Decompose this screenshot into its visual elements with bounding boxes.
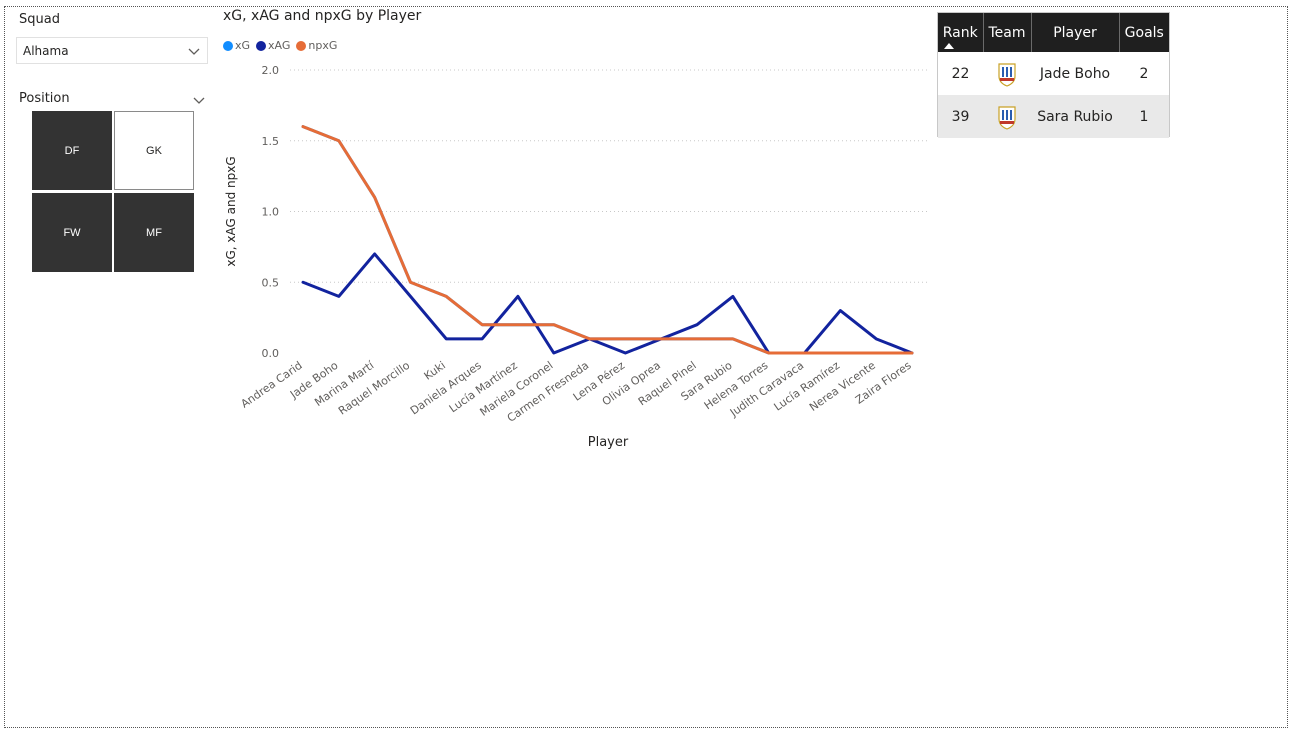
series-line-xag bbox=[301, 252, 914, 355]
legend-item-xag[interactable]: xAG bbox=[256, 39, 290, 52]
y-tick-label: 1.5 bbox=[262, 135, 280, 148]
cell-player: Sara Rubio bbox=[1031, 95, 1119, 138]
x-tick-label: Kuki bbox=[422, 359, 448, 383]
x-axis-title: Player bbox=[588, 435, 629, 450]
chevron-down-icon[interactable] bbox=[192, 93, 206, 107]
squad-slicer-label: Squad bbox=[19, 12, 60, 27]
scorers-table-grid: Rank Team Player Goals 22 bbox=[938, 13, 1169, 138]
header-player[interactable]: Player bbox=[1031, 13, 1120, 52]
legend-label-xg: xG bbox=[235, 39, 251, 52]
legend-label-npxg: npxG bbox=[308, 39, 338, 52]
header-rank-label: Rank bbox=[942, 24, 978, 41]
cell-player: Jade Boho bbox=[1039, 65, 1111, 82]
table-header-row: Rank Team Player Goals bbox=[938, 13, 1169, 52]
position-tile-df[interactable]: DF bbox=[32, 111, 112, 190]
cell-goals: 2 bbox=[1139, 65, 1149, 82]
cell-rank: 39 bbox=[938, 95, 983, 138]
alhama-crest-icon bbox=[998, 105, 1016, 130]
sort-ascending-icon bbox=[944, 43, 954, 49]
series-line-npxg bbox=[301, 125, 914, 355]
cell-rank: 22 bbox=[951, 65, 970, 82]
y-tick-label: 0.5 bbox=[262, 276, 280, 289]
squad-dropdown[interactable]: Alhama bbox=[16, 37, 208, 64]
chart-legend: xG xAG npxG bbox=[223, 39, 337, 52]
cell-goals: 1 bbox=[1119, 95, 1169, 138]
y-axis-title: xG, xAG and npxG bbox=[224, 156, 238, 266]
y-tick-label: 1.0 bbox=[262, 206, 280, 219]
series-line-xg bbox=[301, 125, 914, 355]
legend-label-xag: xAG bbox=[268, 39, 291, 52]
table-row[interactable]: 39 Sara Rubio 1 bbox=[938, 95, 1169, 138]
squad-selected-value: Alhama bbox=[23, 44, 69, 58]
position-tile-fw[interactable]: FW bbox=[32, 193, 112, 272]
chevron-down-icon bbox=[188, 48, 200, 55]
table-row[interactable]: 22 Jade Boho 2 bbox=[938, 52, 1169, 95]
chart-title: xG, xAG and npxG by Player bbox=[223, 8, 422, 24]
legend-item-npxg[interactable]: npxG bbox=[296, 39, 337, 52]
y-tick-label: 0.0 bbox=[262, 347, 280, 360]
cell-team bbox=[983, 52, 1031, 95]
header-rank[interactable]: Rank bbox=[938, 13, 984, 52]
header-team[interactable]: Team bbox=[983, 13, 1032, 52]
position-slicer-label: Position bbox=[19, 91, 70, 106]
legend-item-xg[interactable]: xG bbox=[223, 39, 250, 52]
cell-team bbox=[983, 95, 1031, 138]
position-tile-gk[interactable]: GK bbox=[114, 111, 194, 190]
header-goals[interactable]: Goals bbox=[1119, 13, 1169, 52]
report-canvas-border bbox=[4, 6, 1288, 728]
legend-dot-xag bbox=[256, 40, 267, 51]
legend-dot-xg bbox=[223, 40, 233, 51]
position-tile-mf[interactable]: MF bbox=[114, 193, 194, 272]
scorers-table: Rank Team Player Goals 22 bbox=[937, 12, 1170, 138]
legend-dot-npxg bbox=[296, 40, 307, 51]
alhama-crest-icon bbox=[998, 62, 1016, 87]
y-tick-label: 2.0 bbox=[262, 64, 280, 77]
